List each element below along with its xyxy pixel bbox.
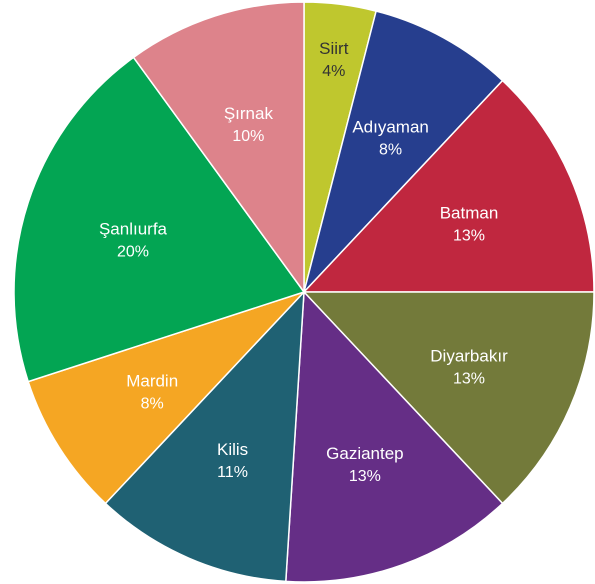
slice-value-adiyaman: 8% <box>379 141 402 158</box>
slice-kilis <box>104 289 305 583</box>
slice-sirnak <box>132 1 305 295</box>
slice-label-siirt: Siirt <box>319 39 349 58</box>
slice-label-sanliurfa: Şanlıurfa <box>99 219 168 238</box>
slice-value-mardin: 8% <box>141 395 164 412</box>
slice-value-siirt: 4% <box>322 63 345 80</box>
slice-label-batman: Batman <box>440 204 499 223</box>
slice-value-batman: 13% <box>453 228 485 245</box>
slice-value-gaziantep: 13% <box>349 468 381 485</box>
slice-value-sanliurfa: 20% <box>117 243 149 260</box>
slice-sanliurfa <box>13 56 306 383</box>
slice-label-mardin: Mardin <box>126 371 178 390</box>
slice-label-gaziantep: Gaziantep <box>326 444 404 463</box>
slice-value-sirnak: 10% <box>232 128 264 145</box>
slice-mardin <box>27 291 305 505</box>
slice-label-kilis: Kilis <box>217 440 248 459</box>
pie-labels: Siirt 4% Adıyaman 8% Batman 13% Diyarbakır 13% G… <box>99 39 508 485</box>
slice-label-adiyaman: Adıyaman <box>352 117 429 136</box>
pie-slices <box>13 1 595 583</box>
slice-adiyaman <box>303 10 504 293</box>
slice-value-diyarbakir: 13% <box>453 370 485 387</box>
slice-gaziantep <box>284 290 504 583</box>
slice-label-sirnak: Şırnak <box>224 104 274 123</box>
slice-label-diyarbakir: Diyarbakır <box>430 346 508 365</box>
slice-value-kilis: 11% <box>217 464 248 481</box>
slice-batman <box>302 79 595 293</box>
slice-diyarbakir <box>302 291 595 505</box>
